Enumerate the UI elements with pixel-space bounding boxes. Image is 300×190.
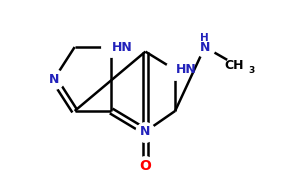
Text: HN: HN <box>176 63 197 76</box>
Text: CH: CH <box>225 59 244 72</box>
Text: N: N <box>49 73 59 86</box>
Text: N: N <box>140 125 151 138</box>
Text: 3: 3 <box>248 66 254 75</box>
Text: H: H <box>200 33 209 43</box>
Text: O: O <box>140 159 152 173</box>
Text: N: N <box>200 40 210 54</box>
Text: HN: HN <box>112 40 133 54</box>
